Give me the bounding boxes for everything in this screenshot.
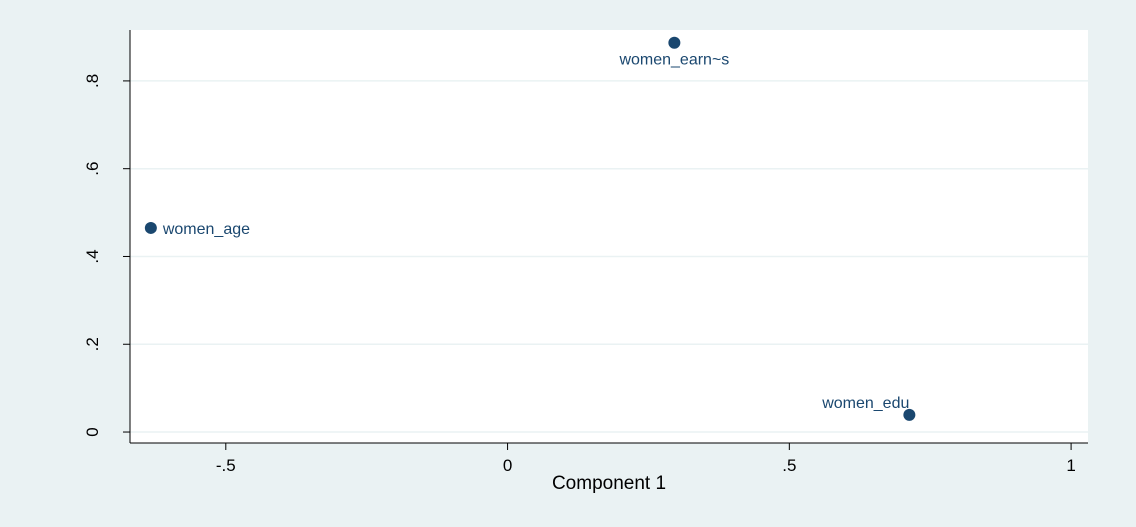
x-tick-label: -.5 — [216, 456, 236, 475]
y-tick-label: .8 — [83, 74, 102, 88]
x-axis-title: Component 1 — [552, 473, 666, 494]
point — [668, 36, 681, 49]
y-tick-label: 0 — [83, 427, 102, 436]
y-tick-label: .2 — [83, 337, 102, 351]
x-tick-label: 0 — [503, 456, 512, 475]
plot-area — [130, 30, 1088, 443]
point-label: women_earn~s — [618, 52, 729, 69]
x-tick-label: .5 — [782, 456, 796, 475]
point-label: women_edu — [821, 395, 909, 412]
point — [144, 221, 157, 234]
y-tick-label: .4 — [83, 249, 102, 263]
point-label: women_age — [162, 221, 250, 238]
x-tick-label: 1 — [1066, 456, 1075, 475]
y-tick-label: .6 — [83, 162, 102, 176]
point — [903, 408, 916, 421]
